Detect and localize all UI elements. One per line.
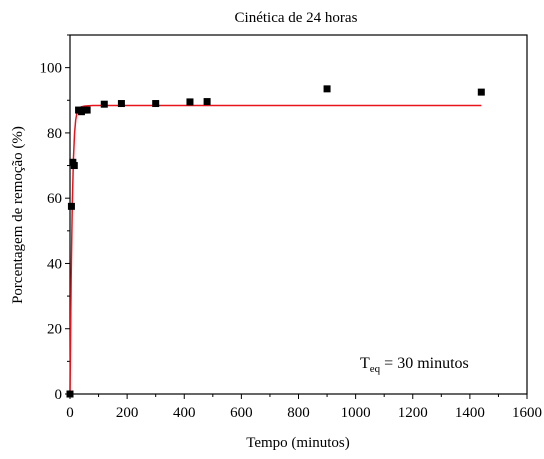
chart-title: Cinética de 24 horas: [235, 10, 358, 26]
data-point: [203, 98, 211, 106]
plot-frame: [69, 34, 528, 395]
y-tick-label: 80: [47, 126, 62, 142]
y-tick-label: 20: [47, 322, 62, 338]
annotation-prefix: T: [360, 355, 370, 372]
plot-area: [69, 34, 528, 395]
x-axis: 0 200 400 600 800 1000 1200 1400 1600: [66, 394, 542, 421]
annotation-subscript: eq: [370, 363, 381, 375]
data-point: [100, 100, 108, 108]
x-tick-label: 1200: [398, 405, 428, 421]
fit-curve-line: [69, 104, 482, 395]
x-tick-label: 200: [116, 405, 139, 421]
svg-text:Teq = 30 minutos: Teq = 30 minutos: [360, 355, 469, 375]
data-point: [67, 202, 75, 210]
data-point: [152, 100, 160, 108]
x-tick-label: 1400: [455, 405, 485, 421]
data-point: [186, 98, 194, 106]
data-point: [477, 88, 485, 96]
data-point: [66, 390, 74, 398]
y-axis: 0 20 40 60 80 100: [40, 34, 70, 403]
x-tick-label: 0: [66, 405, 74, 421]
y-tick-label: 0: [55, 387, 63, 403]
x-tick-label: 1000: [341, 405, 371, 421]
x-tick-label: 800: [287, 405, 310, 421]
annotation-suffix: = 30 minutos: [380, 355, 469, 372]
x-tick-label: 400: [173, 405, 196, 421]
y-tick-label: 100: [40, 61, 63, 77]
y-axis-label: Porcentagem de remoção (%): [10, 126, 26, 304]
x-tick-label: 600: [230, 405, 253, 421]
y-tick-label: 40: [47, 256, 62, 272]
data-point: [323, 85, 331, 93]
x-axis-label: Tempo (minutos): [246, 435, 350, 451]
x-tick-label: 1600: [512, 405, 542, 421]
equilibrium-annotation: Teq = 30 minutos: [360, 355, 469, 375]
data-point: [70, 162, 78, 170]
data-point: [117, 100, 125, 108]
data-point: [83, 106, 91, 114]
y-tick-label: 60: [47, 191, 62, 207]
series-layer: [66, 85, 485, 398]
